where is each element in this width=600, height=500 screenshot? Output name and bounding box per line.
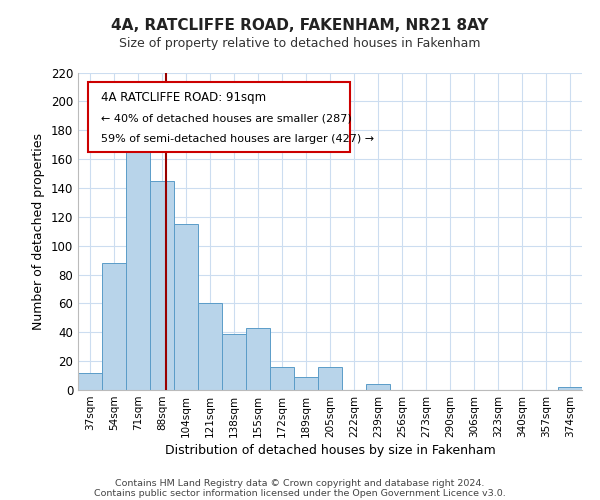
FancyBboxPatch shape [88,82,350,152]
Text: ← 40% of detached houses are smaller (287): ← 40% of detached houses are smaller (28… [101,114,352,124]
Bar [198,304,222,390]
Bar [78,372,102,390]
Bar [558,387,582,390]
Text: 4A, RATCLIFFE ROAD, FAKENHAM, NR21 8AY: 4A, RATCLIFFE ROAD, FAKENHAM, NR21 8AY [111,18,489,32]
Bar [126,132,150,390]
Bar [366,384,390,390]
Bar [150,180,174,390]
Bar [270,367,294,390]
Text: 4A RATCLIFFE ROAD: 91sqm: 4A RATCLIFFE ROAD: 91sqm [101,91,266,104]
Text: Contains HM Land Registry data © Crown copyright and database right 2024.: Contains HM Land Registry data © Crown c… [115,478,485,488]
Text: Contains public sector information licensed under the Open Government Licence v3: Contains public sector information licen… [94,488,506,498]
Bar [174,224,198,390]
Bar [246,328,270,390]
Text: Size of property relative to detached houses in Fakenham: Size of property relative to detached ho… [119,36,481,50]
Text: 59% of semi-detached houses are larger (427) →: 59% of semi-detached houses are larger (… [101,134,374,144]
Bar [222,334,246,390]
Y-axis label: Number of detached properties: Number of detached properties [32,132,45,330]
X-axis label: Distribution of detached houses by size in Fakenham: Distribution of detached houses by size … [164,444,496,457]
Bar [294,377,318,390]
Bar [318,367,342,390]
Bar [102,263,126,390]
